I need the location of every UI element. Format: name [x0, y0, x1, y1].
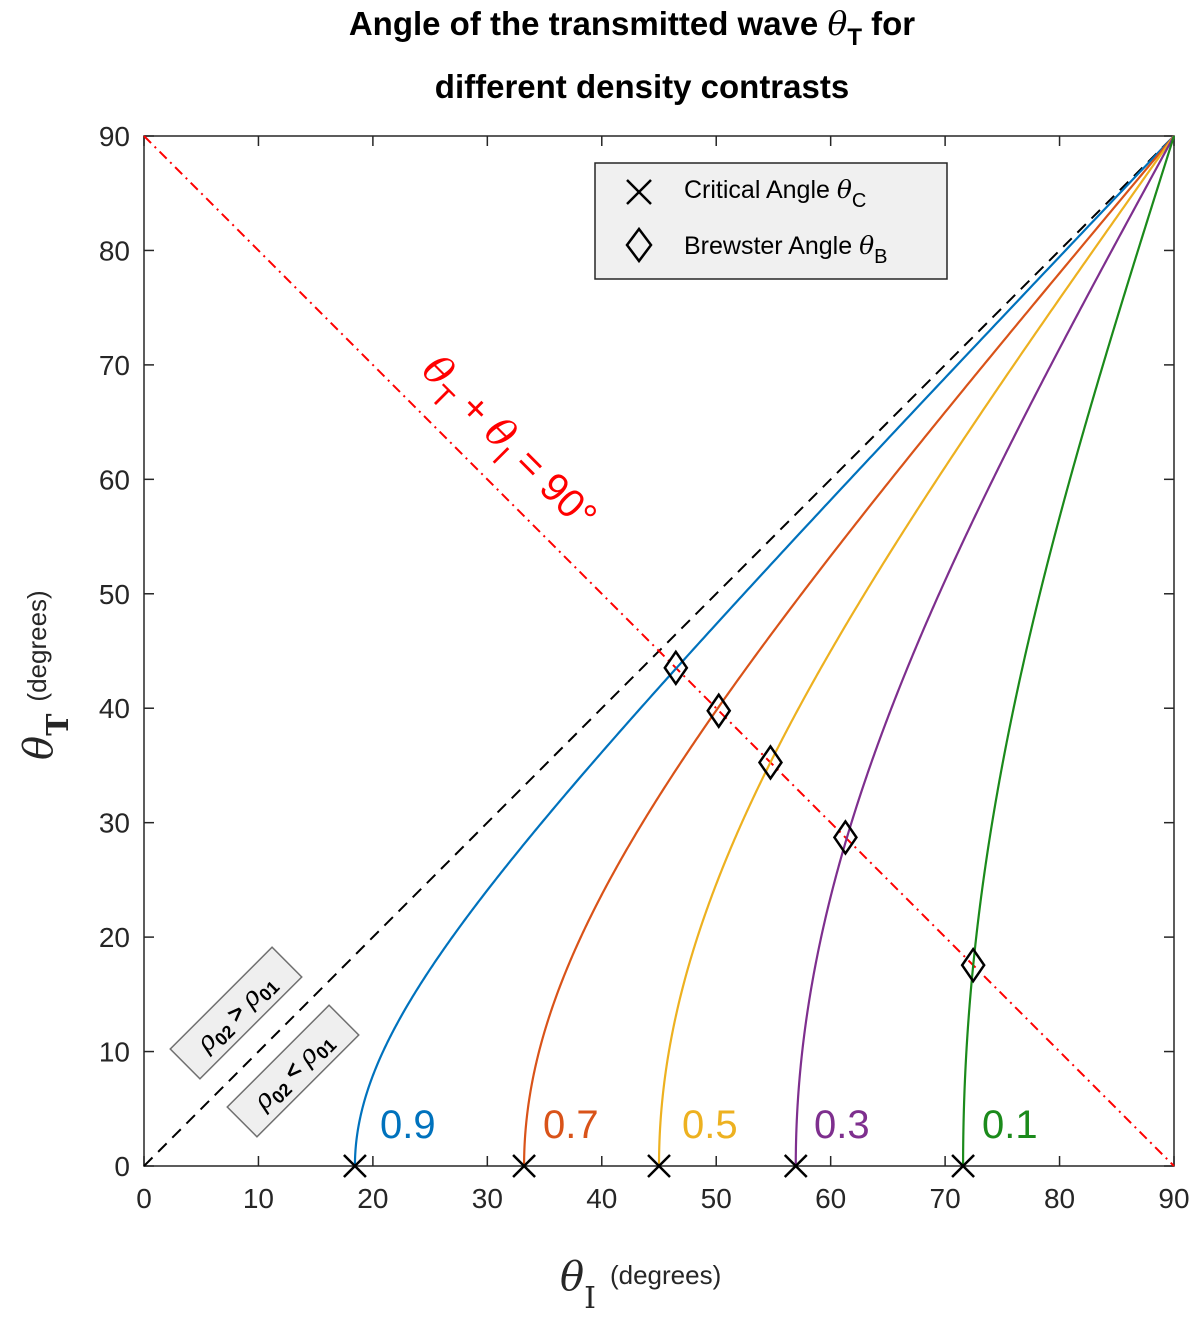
data-markers [343, 649, 986, 1178]
x-tick-label: 70 [930, 1183, 961, 1214]
x-tick-label: 90 [1158, 1183, 1189, 1214]
y-tick-label: 20 [99, 922, 130, 953]
x-tick-label: 60 [815, 1183, 846, 1214]
data-series [353, 135, 1176, 1167]
density-box-upper: ρ02 > ρ01 [169, 946, 303, 1080]
curve-label-0.9: 0.9 [380, 1103, 436, 1147]
series-line-0.9 [353, 135, 1175, 1167]
y-tick-label: 30 [99, 808, 130, 839]
series-line-0.5 [657, 135, 1175, 1166]
critical-angle-marker-0.5 [647, 1154, 671, 1178]
x-tick-label: 50 [701, 1183, 732, 1214]
x-tick-label: 20 [357, 1183, 388, 1214]
chart-title-line1: Angle of the transmitted wave θT for [349, 4, 915, 51]
y-tick-label: 50 [99, 579, 130, 610]
x-tick-label: 40 [586, 1183, 617, 1214]
legend-brewster-label: Brewster Angle θB [684, 231, 888, 268]
brewster-marker-0.5 [757, 744, 783, 781]
chart-title-line2: different density contrasts [435, 68, 849, 105]
x-tick-label: 0 [136, 1183, 152, 1214]
brewster-marker-0.3 [832, 819, 858, 856]
legend: Critical Angle θC Brewster Angle θB [594, 162, 948, 280]
legend-critical-label: Critical Angle θC [684, 175, 866, 212]
y-tick-label: 80 [99, 235, 130, 266]
critical-angle-marker-0.9 [343, 1154, 367, 1178]
critical-angle-marker-0.3 [783, 1154, 808, 1178]
y-tick-label: 90 [99, 121, 130, 152]
legend-diamond-marker-icon [625, 226, 653, 264]
curve-label-0.1: 0.1 [982, 1103, 1038, 1147]
x-tick-label: 80 [1044, 1183, 1075, 1214]
curve-label-0.7: 0.7 [543, 1103, 599, 1147]
critical-angle-marker-0.1 [951, 1154, 975, 1178]
legend-x-marker-icon [626, 179, 652, 205]
x-tick-label: 30 [472, 1183, 503, 1214]
y-axis-label: θT(degrees) [16, 590, 76, 760]
brewster-marker-0.9 [663, 649, 689, 687]
brewster-marker-0.1 [960, 946, 986, 984]
y-tick-label: 40 [99, 693, 130, 724]
y-tick-label: 70 [99, 350, 130, 381]
curve-label-0.3: 0.3 [814, 1103, 870, 1147]
curve-label-0.5: 0.5 [682, 1103, 738, 1147]
critical-angle-marker-0.7 [512, 1154, 536, 1178]
y-tick-label: 0 [114, 1151, 130, 1182]
x-axis-label: θI(degrees) [560, 1254, 721, 1316]
reference-lines [143, 135, 1175, 1167]
brewster-locus-line [143, 135, 1175, 1167]
series-line-0.7 [522, 135, 1175, 1166]
y-tick-label: 60 [99, 464, 130, 495]
curve-labels: 0.9 0.7 0.5 0.3 0.1 [380, 1103, 1038, 1147]
legend-box [594, 162, 948, 280]
brewster-marker-0.7 [706, 692, 732, 729]
y-tick-label: 10 [99, 1037, 130, 1068]
density-box-lower: ρ02 < ρ01 [226, 1004, 360, 1138]
series-line-0.1 [961, 135, 1176, 1166]
series-line-0.3 [794, 135, 1175, 1166]
x-tick-label: 10 [243, 1183, 274, 1214]
axis-ticks: 0 10 20 30 40 50 60 70 80 90 0 10 20 30 40 50 60 70 80 90 [99, 121, 1190, 1214]
